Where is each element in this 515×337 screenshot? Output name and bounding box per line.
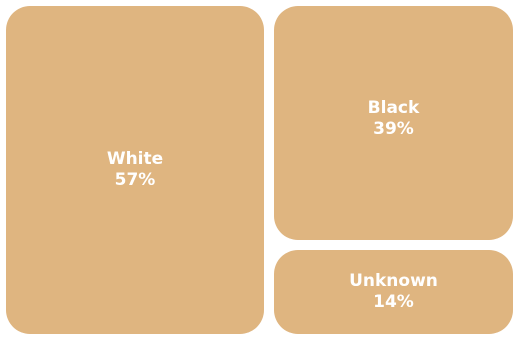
treemap-tile-unknown: Unknown 14% (274, 250, 513, 334)
tile-label-white: White (106, 149, 164, 169)
tile-value-black: 39% (373, 119, 414, 139)
tile-value-unknown: 14% (373, 292, 414, 312)
tile-value-white: 57% (114, 170, 156, 190)
tile-label-black: Black (367, 98, 420, 118)
tile-label-unknown: Unknown (349, 271, 438, 291)
treemap-tile-black: Black 39% (274, 6, 513, 240)
treemap-tile-white: White 57% (6, 6, 264, 334)
